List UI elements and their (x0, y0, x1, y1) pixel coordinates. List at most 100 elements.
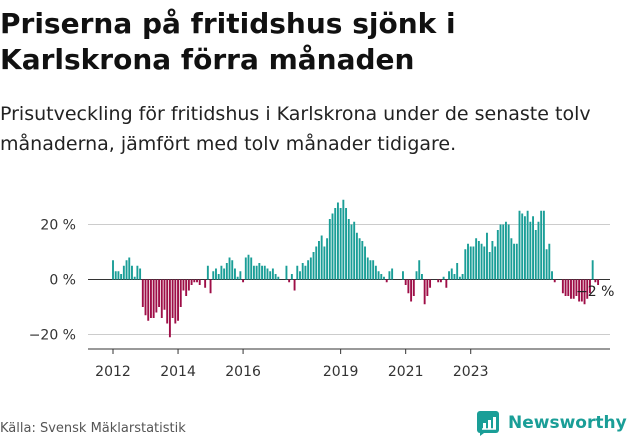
bar (190, 279, 193, 285)
bar (502, 224, 505, 280)
y-tick-label: −20 % (29, 328, 76, 344)
bar (458, 276, 461, 280)
bar (404, 279, 407, 285)
bar (380, 274, 383, 280)
bar (540, 210, 543, 280)
bar (583, 279, 586, 305)
bar (350, 224, 353, 280)
bar (261, 265, 263, 280)
bar (526, 210, 529, 280)
bar (494, 246, 497, 280)
bar (185, 279, 188, 296)
bar (331, 213, 334, 280)
bar (442, 276, 445, 280)
bar (383, 276, 385, 280)
bar (372, 260, 375, 280)
bar (155, 279, 158, 313)
bar (477, 241, 480, 280)
bar (187, 279, 190, 291)
bar (301, 263, 304, 280)
bar (133, 276, 136, 280)
x-tick-label: 2014 (160, 364, 196, 380)
bar (591, 260, 594, 280)
bar (309, 257, 312, 280)
bar (258, 263, 261, 280)
bar (239, 271, 242, 280)
last-value-label: −2 % (576, 284, 614, 300)
bar (472, 246, 475, 280)
bar (529, 221, 532, 280)
bar (377, 271, 380, 280)
bar (532, 216, 534, 280)
bar (136, 265, 139, 280)
bar (293, 279, 296, 291)
y-axis-tick-labels: −20 % 0 % 20 % (29, 218, 76, 344)
bar (369, 260, 372, 280)
bar (215, 268, 217, 280)
bar (247, 254, 250, 280)
bar (480, 243, 483, 280)
bar (131, 265, 133, 280)
bar (491, 241, 494, 280)
bar (336, 202, 339, 280)
bar (388, 271, 391, 280)
bar (271, 268, 274, 280)
bar (334, 208, 337, 280)
bar (420, 274, 423, 280)
bar (505, 221, 507, 280)
bar (345, 208, 348, 280)
bar (323, 246, 326, 280)
bar (225, 263, 228, 280)
bar (453, 274, 456, 280)
bar (448, 271, 450, 280)
bar (507, 224, 510, 280)
bar (467, 243, 469, 280)
bar (120, 274, 123, 280)
bar (125, 260, 128, 280)
bar (412, 279, 415, 296)
bar (418, 260, 421, 280)
bar (355, 232, 358, 280)
bar (464, 249, 467, 280)
bar (328, 219, 331, 280)
bar (220, 265, 223, 280)
bar (564, 279, 567, 296)
bar (461, 274, 464, 280)
last-value-annotation: −2 % (576, 284, 614, 300)
y-tick-label: 0 % (49, 273, 76, 289)
bar (168, 279, 171, 338)
bar (542, 210, 545, 280)
bar (580, 279, 583, 302)
bar (193, 279, 196, 283)
bar (361, 241, 364, 280)
bar (277, 276, 280, 280)
bar (553, 279, 556, 283)
bar (139, 268, 142, 280)
bar (177, 279, 179, 321)
bar (206, 265, 209, 280)
bar (163, 279, 166, 310)
bar (147, 279, 150, 321)
bar (597, 279, 600, 285)
bar (198, 279, 201, 285)
bar (212, 271, 215, 280)
bar (158, 279, 161, 307)
bar (307, 260, 310, 280)
bar (149, 279, 152, 318)
bar (290, 274, 293, 280)
bar (358, 238, 361, 280)
bar (545, 249, 548, 280)
bar (488, 252, 491, 280)
bar (523, 216, 526, 280)
bar (518, 210, 521, 280)
newsworthy-logo-text: Newsworthy (508, 413, 627, 433)
y-tick-label: 20 % (40, 218, 76, 234)
x-axis-tick-labels: 2012 2014 2016 2019 2021 2023 (95, 349, 489, 380)
bar (285, 265, 288, 280)
bar (456, 263, 459, 280)
bar (326, 238, 329, 280)
bar (515, 243, 518, 280)
bar (415, 271, 418, 280)
bar (166, 279, 169, 324)
bar (429, 279, 432, 288)
